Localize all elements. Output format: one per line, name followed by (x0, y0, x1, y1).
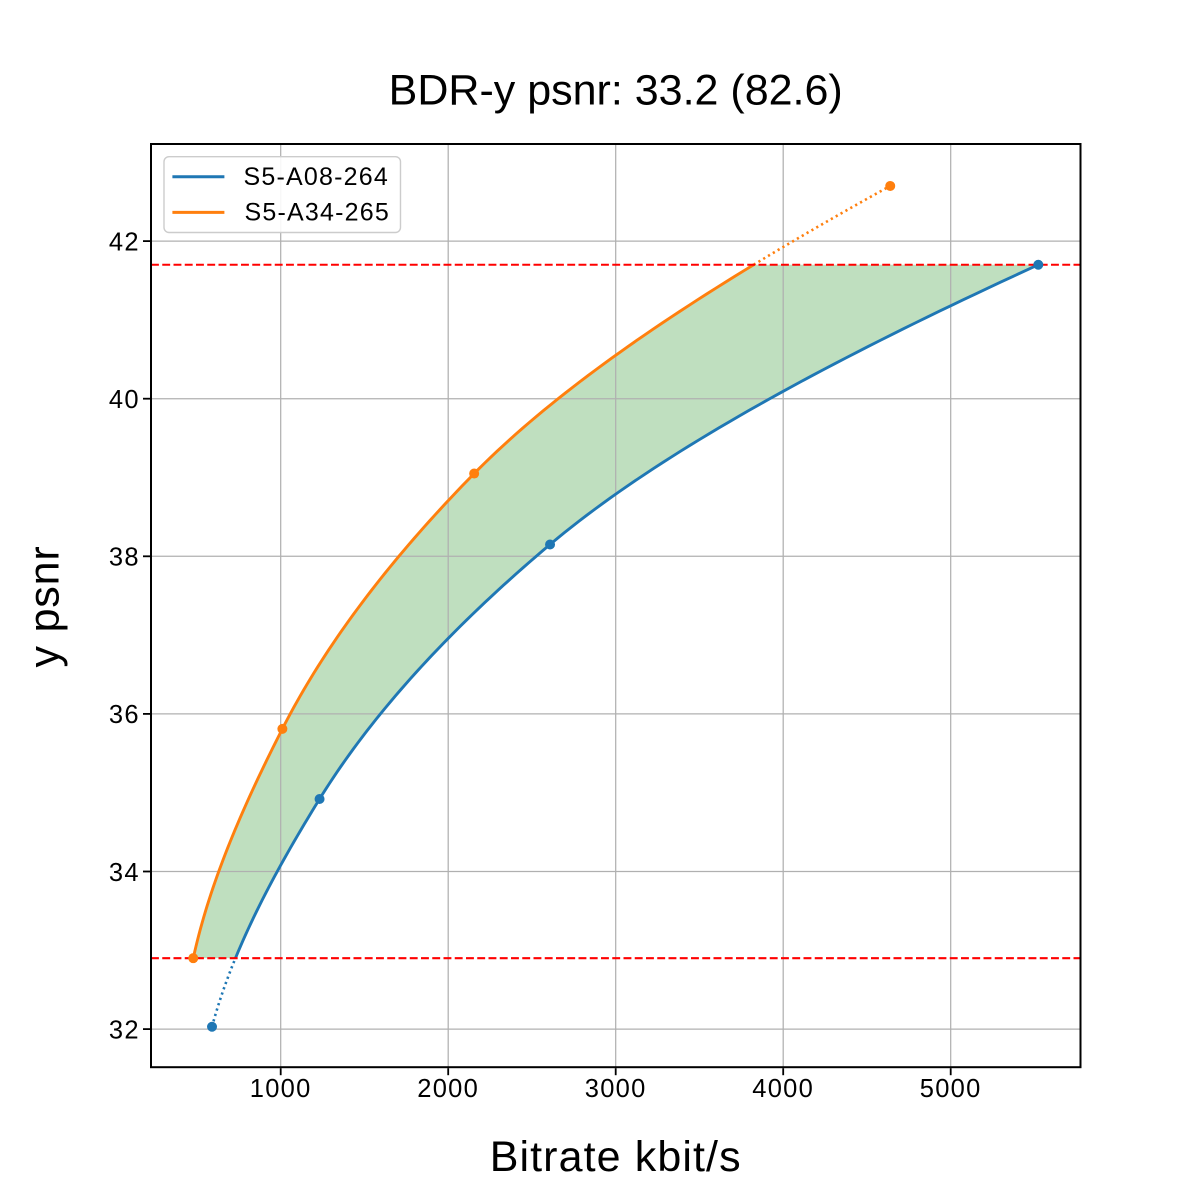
svg-text:S5-A34-265: S5-A34-265 (245, 199, 390, 227)
svg-text:Bitrate kbit/s: Bitrate kbit/s (490, 1133, 742, 1181)
svg-text:3000: 3000 (585, 1075, 647, 1103)
svg-text:1000: 1000 (250, 1075, 312, 1103)
svg-text:32: 32 (109, 1016, 140, 1044)
svg-text:42: 42 (109, 228, 140, 256)
svg-text:34: 34 (109, 859, 140, 887)
svg-text:36: 36 (109, 701, 140, 729)
svg-text:2000: 2000 (417, 1075, 479, 1103)
svg-text:5000: 5000 (920, 1075, 982, 1103)
svg-text:S5-A08-264: S5-A08-264 (244, 163, 389, 191)
svg-text:40: 40 (109, 386, 140, 414)
svg-text:38: 38 (109, 544, 140, 572)
svg-text:4000: 4000 (752, 1075, 814, 1103)
svg-text:y psnr: y psnr (21, 546, 69, 668)
svg-text:BDR-y psnr: 33.2 (82.6): BDR-y psnr: 33.2 (82.6) (389, 67, 843, 115)
